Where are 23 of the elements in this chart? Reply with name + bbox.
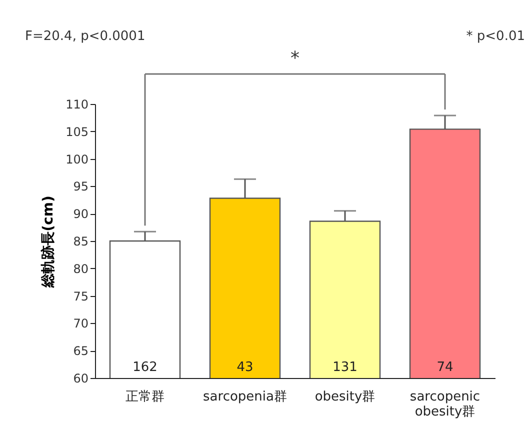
- y-tick-label: 105: [66, 124, 88, 139]
- text: *: [290, 48, 300, 69]
- text: F=20.4, p<0.0001: [25, 29, 146, 44]
- y-tick-label: 90: [73, 207, 88, 222]
- y-tick-label: 60: [73, 372, 88, 386]
- y-tick-label: 95: [73, 180, 88, 194]
- y-tick-label: 65: [73, 344, 88, 358]
- annotation: 131: [332, 360, 358, 375]
- y-tick-label: 80: [73, 262, 88, 276]
- x-tick-label: obesity群: [314, 390, 376, 404]
- annotation: 74: [436, 360, 454, 375]
- y-tick-label: 110: [66, 98, 88, 112]
- y-tick-label: 85: [73, 234, 88, 248]
- annotation: 43: [236, 360, 254, 375]
- y-tick-label: 75: [73, 289, 88, 304]
- x-tick-label: 正常群: [126, 390, 164, 404]
- annotation: 162: [132, 360, 158, 375]
- x-tick-label: sarcopenia群: [203, 390, 287, 404]
- x-tick-label: sarcopenic obesity群: [410, 390, 480, 420]
- y-axis-title: 総軌跡長(cm): [40, 196, 57, 288]
- text: * p<0.01: [466, 29, 525, 44]
- y-tick-label: 70: [73, 316, 88, 331]
- y-tick-label: 100: [66, 152, 88, 166]
